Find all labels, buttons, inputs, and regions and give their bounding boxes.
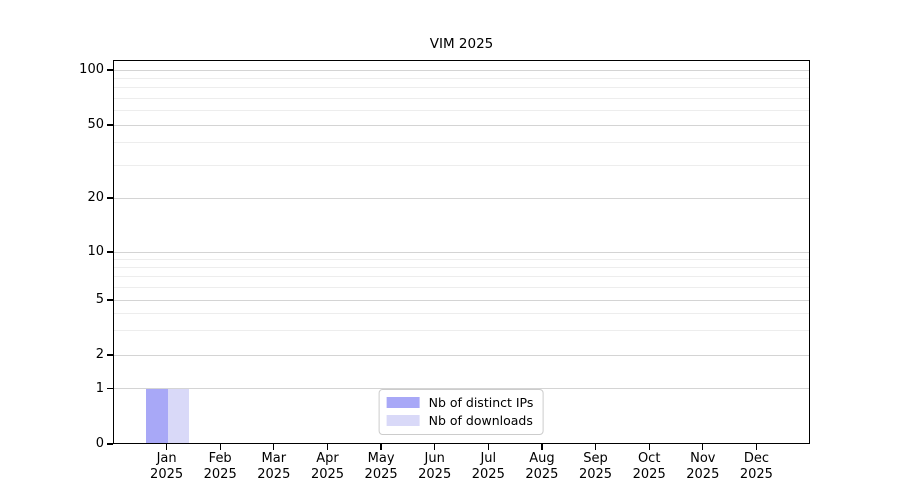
legend: Nb of distinct IPs Nb of downloads [378, 389, 544, 435]
minor-gridline [114, 97, 809, 99]
x-tick-year: 2025 [203, 467, 237, 482]
major-gridline [114, 354, 809, 356]
x-tick-label: Nov 2025 [671, 451, 735, 483]
major-gridline [114, 299, 809, 301]
minor-gridline [114, 258, 809, 260]
x-tick-label: Feb 2025 [188, 451, 252, 483]
bar [167, 389, 190, 443]
legend-label: Nb of downloads [428, 413, 533, 428]
y-tick-label: 2 [95, 347, 104, 362]
bar [146, 389, 168, 443]
y-tick-label: 0 [95, 436, 104, 451]
major-gridline [114, 251, 809, 253]
y-tick-label: 5 [95, 292, 104, 307]
legend-swatch [386, 415, 420, 426]
x-tick-month: Nov [690, 451, 716, 466]
x-axis-tick [541, 444, 543, 450]
x-tick-month: Jun [424, 451, 445, 466]
x-tick-label: Dec 2025 [724, 451, 788, 483]
x-tick-year: 2025 [257, 467, 291, 482]
minor-gridline [114, 312, 809, 314]
x-axis-tick [702, 444, 704, 450]
major-gridline [114, 124, 809, 126]
x-tick-year: 2025 [150, 467, 184, 482]
y-tick-label: 10 [87, 244, 104, 259]
legend-swatch [386, 397, 420, 408]
x-axis-tick [219, 444, 221, 450]
x-tick-month: Aug [529, 451, 555, 466]
minor-gridline [114, 286, 809, 288]
x-tick-month: Oct [637, 451, 661, 466]
y-tick-label: 50 [87, 117, 104, 132]
legend-entry: Nb of distinct IPs [386, 395, 534, 410]
minor-gridline [114, 267, 809, 268]
y-axis-tick [107, 124, 113, 126]
x-tick-year: 2025 [632, 467, 666, 482]
y-axis-tick [107, 443, 113, 445]
x-tick-label: Sep 2025 [564, 451, 628, 483]
x-axis-tick [487, 444, 489, 450]
major-gridline [114, 197, 809, 199]
x-axis-tick [165, 444, 168, 450]
major-gridline [114, 388, 809, 390]
minor-gridline [114, 165, 809, 167]
x-tick-year: 2025 [686, 467, 720, 482]
x-tick-year: 2025 [471, 467, 505, 482]
x-tick-label: Jul 2025 [456, 451, 520, 483]
x-tick-label: Jan 2025 [135, 451, 199, 483]
y-axis-tick [107, 69, 113, 71]
minor-gridline [114, 77, 809, 79]
plot-area [113, 60, 810, 444]
major-gridline [114, 69, 809, 71]
x-tick-month: Jul [480, 451, 497, 466]
x-tick-label: Mar 2025 [242, 451, 306, 483]
x-tick-label: Aug 2025 [510, 451, 574, 483]
x-tick-month: Feb [208, 451, 232, 466]
legend-entry: Nb of downloads [386, 413, 534, 428]
x-axis-tick [648, 444, 650, 450]
legend-label: Nb of distinct IPs [428, 395, 534, 410]
x-tick-year: 2025 [310, 467, 345, 482]
x-tick-month: Sep [583, 451, 608, 466]
minor-gridline [114, 87, 809, 89]
x-tick-month: May [367, 451, 395, 466]
minor-gridline [114, 142, 809, 144]
x-tick-label: Apr 2025 [296, 451, 360, 483]
x-tick-year: 2025 [364, 467, 398, 482]
x-tick-month: Jan [156, 451, 177, 466]
x-tick-month: Dec [743, 451, 769, 466]
y-axis-tick [107, 197, 113, 199]
y-axis-tick [107, 354, 113, 356]
x-tick-month: Apr [316, 451, 339, 466]
x-axis-tick [755, 444, 758, 450]
x-axis-tick [273, 444, 275, 450]
x-tick-label: May 2025 [349, 451, 413, 483]
x-tick-year: 2025 [739, 467, 773, 482]
y-axis-tick [107, 387, 113, 390]
minor-gridline [114, 330, 809, 332]
x-tick-year: 2025 [418, 467, 452, 482]
y-axis-tick [107, 251, 113, 253]
minor-gridline [114, 276, 809, 278]
x-axis-tick [380, 444, 382, 450]
y-tick-label: 1 [95, 380, 104, 396]
y-tick-label: 100 [79, 62, 104, 77]
x-tick-label: Jun 2025 [403, 451, 467, 483]
x-tick-month: Mar [261, 451, 287, 466]
minor-gridline [114, 110, 809, 111]
x-tick-year: 2025 [525, 467, 559, 482]
x-tick-year: 2025 [578, 467, 613, 482]
y-axis-tick [107, 299, 113, 301]
x-axis-tick [434, 444, 436, 450]
x-axis-tick [326, 444, 329, 450]
x-axis-tick [594, 444, 597, 450]
x-tick-label: Oct 2025 [617, 451, 681, 483]
y-tick-label: 20 [87, 190, 104, 205]
chart-title: VIM 2025 [429, 36, 494, 52]
